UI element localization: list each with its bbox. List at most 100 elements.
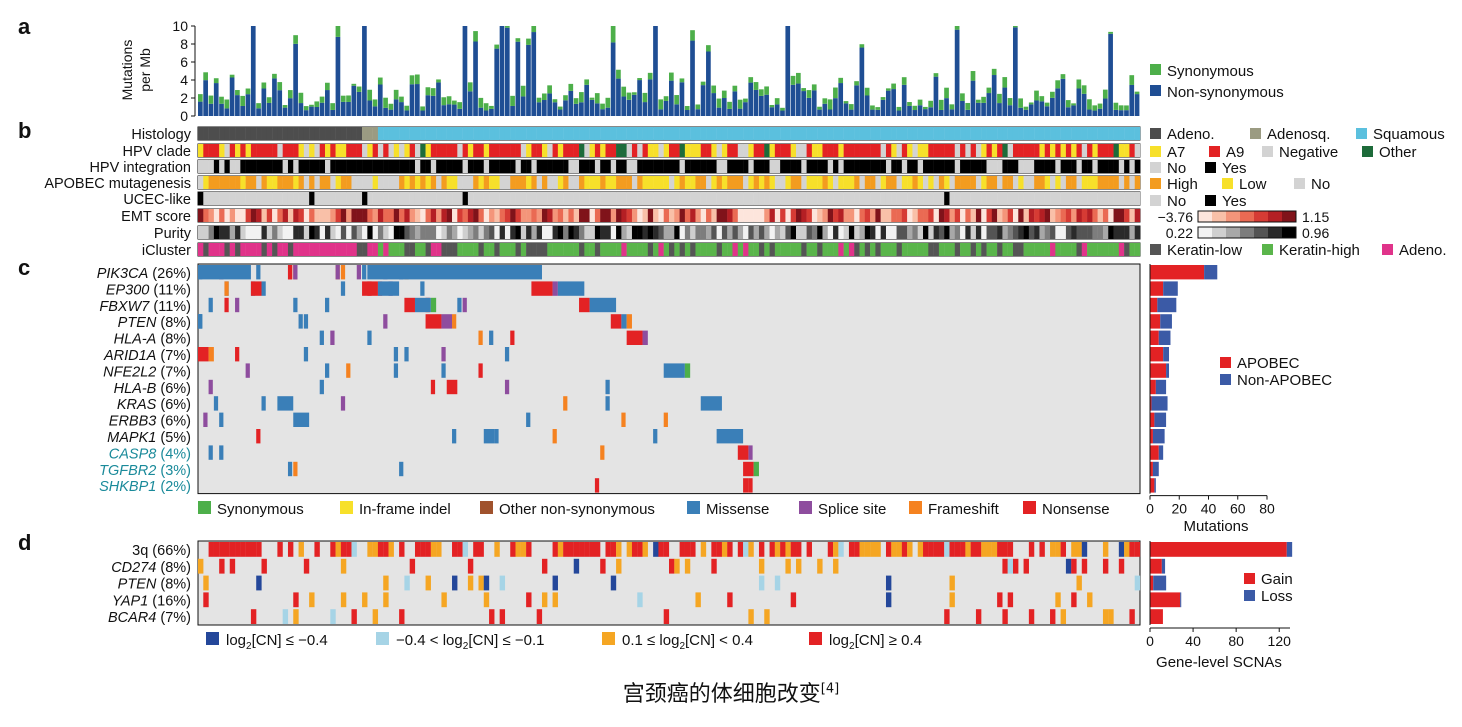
b-icluster-cell	[314, 243, 320, 256]
d-cn-cell-bcar4	[351, 609, 357, 624]
b-purity-cell	[790, 226, 797, 239]
b-emt-cell	[848, 209, 855, 222]
b-emt-cell	[377, 209, 384, 222]
b-apobec-cell	[631, 176, 638, 189]
c-mutation-hlab	[208, 379, 213, 395]
b-emt-cell	[441, 209, 447, 222]
b-ucec-cell	[250, 192, 257, 205]
b-ucec-cell	[774, 192, 781, 205]
a-bar-syn	[928, 100, 934, 108]
a-bar-syn	[954, 26, 960, 30]
c-sidebar-nonapobec-ep300	[1163, 281, 1178, 296]
b-icluster-cell	[526, 243, 532, 256]
a-bar-nonsyn	[483, 110, 489, 116]
b-histology-cell	[732, 127, 738, 140]
b-legend-histology: Adeno.	[1167, 126, 1215, 143]
a-bar-syn	[827, 99, 833, 110]
a-bar-syn	[938, 99, 944, 110]
d-cn-cell-bcar4	[1028, 609, 1035, 624]
b-hpv-integration-cell	[1023, 160, 1030, 173]
c-mutation-shkbp1	[594, 478, 600, 493]
d-cn-cell-3q	[785, 542, 791, 557]
d-cn-cell-3q	[833, 542, 839, 557]
d-cn-cell-3q	[425, 542, 431, 557]
a-bar-syn	[282, 105, 288, 108]
a-bar-nonsyn	[1050, 97, 1055, 116]
d-cn-cell-3q	[684, 542, 691, 557]
b-ucec-cell	[758, 192, 765, 205]
b-purity-scale-cell	[1198, 227, 1212, 238]
a-bar-nonsyn	[1081, 93, 1087, 116]
a-bar-nonsyn	[282, 107, 288, 116]
a-bar-nonsyn	[589, 99, 595, 116]
b-purity-cell	[504, 226, 511, 239]
b-icluster-cell	[319, 243, 326, 256]
a-bar-syn	[536, 97, 542, 103]
d-cn-cell-3q	[769, 542, 775, 557]
b-hpv-clade-cell	[684, 144, 691, 157]
a-bar-syn	[589, 97, 595, 100]
b-hpv-clade-cell	[917, 144, 924, 157]
b-ucec-cell	[452, 192, 458, 205]
d-cn-cell-3q	[1134, 542, 1141, 557]
b-emt-cell	[1081, 209, 1088, 222]
b-emt-cell	[885, 209, 892, 222]
b-apobec-cell	[287, 176, 294, 189]
b-hpv-clade-cell	[870, 144, 876, 157]
b-hpv-clade-cell	[314, 144, 320, 157]
b-ucec-cell	[653, 192, 659, 205]
b-hpv-integration-cell	[1124, 160, 1130, 173]
a-bar-syn	[822, 98, 828, 104]
b-purity-cell	[970, 226, 977, 239]
b-histology-cell	[504, 127, 511, 140]
b-hpv-clade-cell	[515, 144, 522, 157]
b-ucec-cell	[1060, 192, 1067, 205]
b-hpv-integration-cell	[653, 160, 659, 173]
a-bar-nonsyn	[594, 103, 600, 116]
a-bar-syn	[933, 73, 939, 77]
b-purity-cell	[774, 226, 781, 239]
d-cn-cell-yap1	[997, 592, 1003, 608]
a-bar-nonsyn	[224, 108, 230, 116]
d-cn-cell-3q	[711, 542, 717, 557]
b-purity-cell	[1007, 226, 1014, 239]
b-hpv-clade-cell	[721, 144, 728, 157]
b-hpv-clade-cell	[1102, 144, 1109, 157]
b-apobec-cell	[298, 176, 305, 189]
d-sidebar-loss-3q	[1286, 542, 1293, 557]
c-mutation-arid1a	[303, 347, 309, 362]
c-mutation-block-fbxw7	[430, 297, 437, 313]
a-legend-nonsynonymous: Non-synonymous	[1167, 84, 1284, 101]
b-histology-cell	[833, 127, 839, 140]
c-mutation-kras	[340, 396, 346, 411]
a-bar-nonsyn	[901, 84, 907, 116]
a-bar-syn	[1124, 105, 1129, 111]
b-hpv-clade-cell	[1092, 144, 1098, 157]
b-hpv-clade-cell	[319, 144, 326, 157]
d-cn-cell-3q	[1028, 542, 1035, 557]
b-purity-cell	[219, 226, 225, 239]
b-apobec-cell	[748, 176, 754, 189]
a-bar-syn	[944, 87, 949, 99]
b-ucec-cell	[811, 192, 818, 205]
b-emt-cell	[833, 209, 839, 222]
d-cn-cell-bcar4	[489, 609, 495, 624]
b-histology-cell	[901, 127, 908, 140]
b-hpv-clade-cell	[891, 144, 897, 157]
b-hpv-clade-cell	[785, 144, 791, 157]
b-hpv-integration-cell	[1039, 160, 1045, 173]
c-mutation-mapk1	[494, 429, 499, 444]
b-hpv-integration-cell	[848, 160, 855, 173]
b-histology-cell	[848, 127, 855, 140]
b-purity-cell	[1097, 226, 1104, 239]
b-histology-cell	[1034, 127, 1040, 140]
b-icluster-cell	[547, 243, 553, 256]
b-apobec-cell	[208, 176, 215, 189]
d-legend-swatch	[206, 632, 219, 645]
b-apobec-cell	[642, 176, 649, 189]
b-hpv-clade-cell	[806, 144, 813, 157]
b-emt-cell	[430, 209, 437, 222]
a-bar-nonsyn	[1060, 78, 1066, 116]
b-hpv-integration-cell	[1044, 160, 1051, 173]
b-apobec-cell	[1087, 176, 1093, 189]
